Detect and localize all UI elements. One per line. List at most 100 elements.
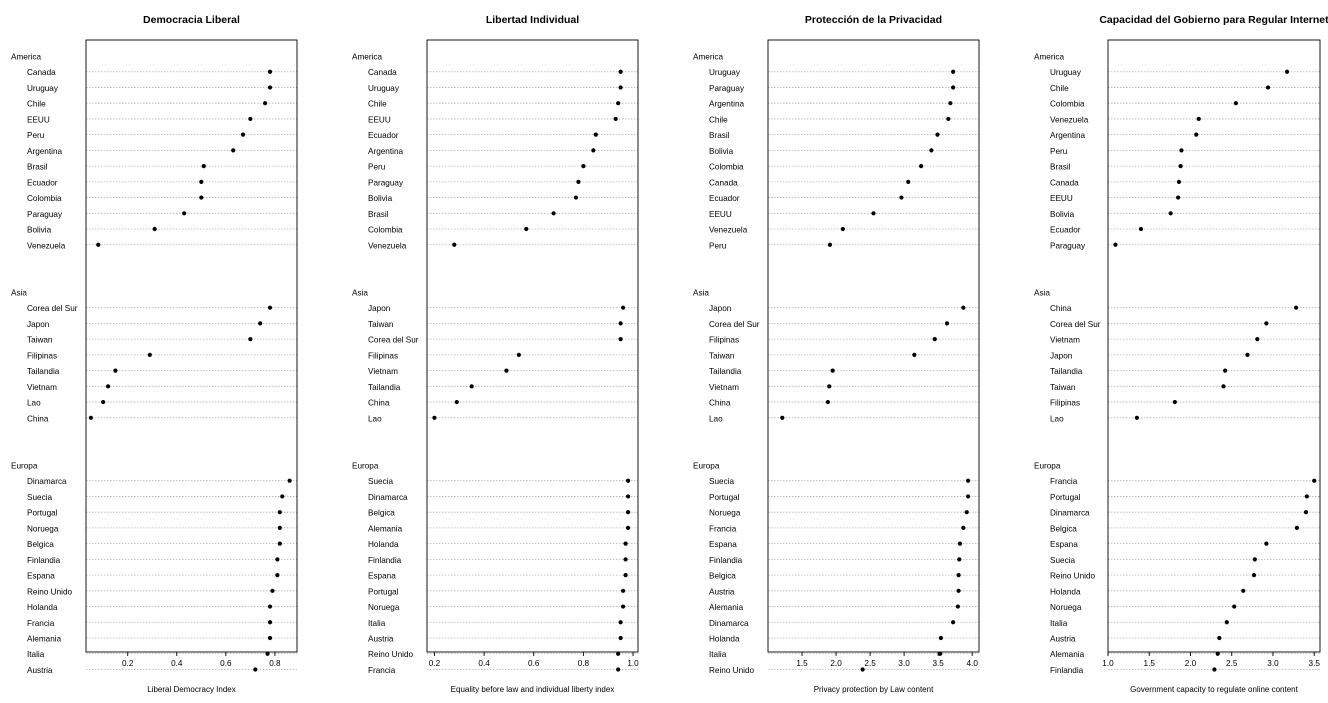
group-label: Europa: [1034, 461, 1061, 470]
row-label: Holanda: [709, 635, 740, 644]
data-point: [201, 164, 206, 169]
x-tick-label: 1.0: [627, 659, 639, 668]
row-label: Francia: [27, 619, 55, 628]
row-label: Peru: [27, 131, 45, 140]
row-label: Alemania: [1050, 650, 1085, 659]
group-label: America: [11, 53, 41, 62]
data-point: [616, 667, 621, 672]
row-label: Uruguay: [27, 84, 59, 93]
row-label: Filipinas: [1050, 399, 1080, 408]
x-tick-label: 0.6: [220, 659, 232, 668]
group-label: Asia: [693, 288, 709, 297]
data-point: [267, 635, 273, 641]
row-label: Finlandia: [27, 556, 61, 565]
row-label: Paraguay: [1050, 241, 1086, 250]
data-point: [248, 116, 253, 122]
data-point: [253, 667, 258, 672]
data-point: [944, 321, 950, 326]
row-label: China: [709, 399, 731, 408]
data-point: [1168, 211, 1173, 216]
data-point: [956, 572, 961, 578]
data-point: [524, 226, 529, 232]
row-label: Dinamarca: [709, 619, 749, 628]
row-label: Austria: [368, 635, 394, 644]
row-label: Austria: [709, 587, 735, 596]
row-label: Peru: [1050, 147, 1068, 156]
row-label: Alemania: [27, 635, 62, 644]
row-label: Italia: [709, 650, 727, 659]
row-label: Espana: [709, 540, 737, 549]
row-label: China: [27, 414, 49, 423]
x-tick-label: 0.4: [478, 659, 490, 668]
data-point: [275, 557, 280, 562]
row-label: Bolivia: [27, 226, 52, 235]
data-point: [938, 651, 943, 656]
row-label: Finlandia: [368, 556, 402, 565]
data-point: [827, 384, 832, 389]
data-point: [621, 604, 626, 609]
chart-title: Protección de la Privacidad: [805, 14, 942, 26]
row-label: Vietnam: [368, 367, 398, 376]
row-label: Corea del Sur: [1050, 320, 1101, 329]
x-tick-label: 2.5: [864, 659, 876, 668]
row-label: EEUU: [368, 115, 391, 124]
row-label: Bolivia: [709, 147, 734, 156]
row-label: EEUU: [1050, 194, 1073, 203]
row-label: Noruega: [1050, 603, 1082, 612]
data-point: [88, 415, 94, 420]
x-tick-label: 3.0: [1267, 659, 1279, 668]
row-label: Alemania: [709, 603, 744, 612]
row-label: Tailandia: [709, 367, 742, 376]
data-point: [929, 148, 934, 153]
data-point: [581, 164, 586, 169]
row-label: Austria: [1050, 635, 1076, 644]
data-point: [469, 384, 474, 389]
data-point: [280, 494, 285, 499]
data-point: [1172, 399, 1177, 405]
data-point: [625, 510, 631, 515]
row-label: Tailandia: [368, 383, 401, 392]
x-tick-label: 2.5: [1226, 659, 1238, 668]
x-tick-label: 1.0: [1102, 659, 1114, 668]
data-point: [240, 132, 246, 137]
data-point: [825, 399, 830, 405]
data-point: [625, 478, 631, 483]
x-tick-label: 0.2: [429, 659, 441, 668]
row-label: Portugal: [27, 509, 58, 518]
data-point: [961, 305, 966, 310]
data-point: [1138, 226, 1144, 232]
chart-panel-3: Capacidad del Gobierno para Regular Inte…: [1034, 14, 1328, 694]
data-point: [101, 399, 106, 405]
data-point: [1303, 510, 1309, 515]
data-point: [623, 557, 628, 562]
row-label: Italia: [27, 650, 45, 659]
data-point: [1293, 305, 1299, 310]
data-point: [957, 557, 962, 562]
data-point: [248, 337, 253, 342]
row-label: Dinamarca: [27, 477, 67, 486]
data-point: [576, 179, 581, 184]
data-point: [932, 337, 937, 342]
row-label: Taiwan: [709, 351, 735, 360]
data-point: [147, 352, 152, 357]
row-label: China: [368, 399, 390, 408]
data-point: [871, 211, 876, 216]
data-point: [277, 510, 282, 515]
x-tick-label: 0.4: [171, 659, 183, 668]
data-point: [267, 305, 273, 310]
row-label: Ecuador: [27, 178, 58, 187]
data-point: [105, 384, 111, 389]
row-label: Japon: [1050, 351, 1073, 360]
row-label: Belgica: [1050, 524, 1077, 533]
row-label: Colombia: [1050, 100, 1085, 109]
data-point: [1212, 667, 1217, 672]
row-label: Suecia: [709, 477, 734, 486]
row-label: Tailandia: [1050, 367, 1083, 376]
data-point: [454, 399, 459, 405]
data-point: [1179, 148, 1184, 153]
data-point: [182, 211, 187, 216]
row-label: Dinamarca: [1050, 509, 1090, 518]
data-point: [899, 195, 904, 200]
row-label: Paraguay: [368, 178, 404, 187]
data-point: [199, 179, 204, 184]
